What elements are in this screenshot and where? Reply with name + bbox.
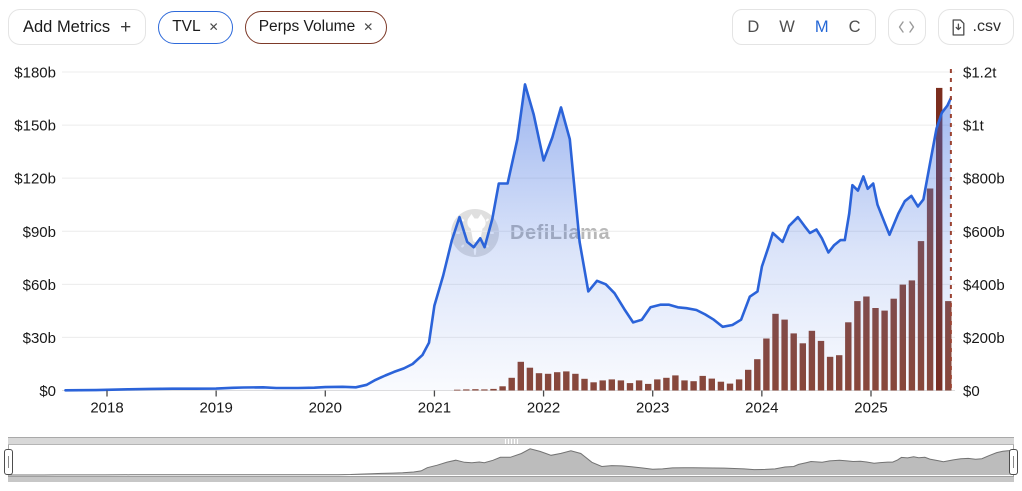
svg-text:$150b: $150b — [14, 118, 56, 135]
navigator-left-handle[interactable] — [4, 449, 13, 475]
x-axis-labels: 2018 2019 2020 2021 2022 2023 2024 2025 — [90, 390, 888, 417]
close-icon[interactable]: ✕ — [208, 20, 219, 34]
svg-text:$0: $0 — [963, 383, 980, 400]
svg-text:2018: 2018 — [90, 400, 123, 417]
right-axis-labels: $0 $200b $400b $600b $800b $1t $1.2t — [963, 65, 1005, 401]
svg-text:$400b: $400b — [963, 277, 1005, 294]
add-metrics-label: Add Metrics — [23, 17, 111, 36]
svg-text:$180b: $180b — [14, 65, 56, 82]
navigator-grip-icon[interactable] — [505, 439, 518, 444]
svg-text:2024: 2024 — [745, 400, 778, 417]
navigator-track[interactable] — [8, 445, 1014, 476]
tvl-area-series — [64, 83, 952, 392]
metric-pill-tvl[interactable]: TVL ✕ — [158, 10, 233, 44]
svg-text:$60b: $60b — [23, 277, 56, 294]
interval-option-monthly[interactable]: M — [814, 17, 829, 36]
svg-text:2021: 2021 — [418, 400, 451, 417]
toolbar: Add Metrics + TVL ✕ Perps Volume ✕ D W M… — [0, 0, 1022, 48]
svg-text:2023: 2023 — [636, 400, 669, 417]
svg-text:$1.2t: $1.2t — [963, 65, 997, 82]
svg-text:$600b: $600b — [963, 224, 1005, 241]
navigator-right-handle[interactable] — [1009, 449, 1018, 475]
chart-controls-group: D W M C .csv — [732, 9, 1014, 45]
code-brackets-icon — [898, 21, 915, 33]
svg-text:2019: 2019 — [199, 400, 232, 417]
svg-text:$200b: $200b — [963, 330, 1005, 347]
metric-pill-perps-volume[interactable]: Perps Volume ✕ — [244, 10, 388, 44]
svg-text:2020: 2020 — [309, 400, 342, 417]
interval-option-cumulative[interactable]: C — [848, 17, 861, 36]
embed-chart-button[interactable] — [887, 9, 926, 45]
file-download-icon — [952, 18, 964, 36]
chart-canvas[interactable]: $0 $30b $60b $90b $120b $150b $180b $0 $200b $400… — [0, 0, 1022, 430]
svg-text:$1t: $1t — [963, 118, 985, 135]
plus-icon: + — [120, 16, 132, 38]
time-range-navigator — [4, 437, 1018, 483]
svg-text:2025: 2025 — [854, 400, 887, 417]
svg-text:$90b: $90b — [23, 224, 56, 241]
metrics-group: Add Metrics + TVL ✕ Perps Volume ✕ — [8, 9, 388, 45]
add-metrics-button[interactable]: Add Metrics + — [8, 9, 147, 45]
svg-text:$0: $0 — [39, 383, 56, 400]
csv-button-label: .csv — [972, 18, 1001, 35]
metric-pill-perps-volume-label: Perps Volume — [258, 18, 356, 35]
left-axis-labels: $0 $30b $60b $90b $120b $150b $180b — [14, 65, 56, 401]
svg-text:$120b: $120b — [14, 171, 56, 188]
interval-option-weekly[interactable]: W — [779, 17, 795, 36]
svg-text:$800b: $800b — [963, 171, 1005, 188]
download-csv-button[interactable]: .csv — [937, 9, 1014, 45]
interval-selector: D W M C — [732, 9, 876, 45]
interval-option-daily[interactable]: D — [747, 17, 760, 36]
navigator-mini-chart — [9, 448, 1013, 476]
svg-text:$30b: $30b — [23, 330, 56, 347]
metric-pill-tvl-label: TVL — [172, 18, 201, 35]
navigator-top-bar[interactable] — [8, 437, 1014, 445]
close-icon[interactable]: ✕ — [363, 20, 374, 34]
svg-text:2022: 2022 — [527, 400, 560, 417]
navigator-bottom-bar — [8, 476, 1014, 482]
